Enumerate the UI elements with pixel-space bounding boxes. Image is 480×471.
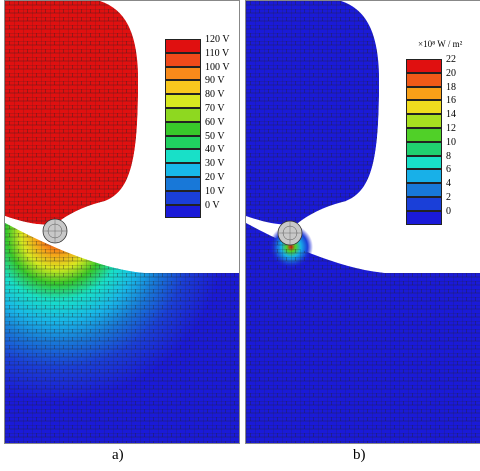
- legend-a-tick-label: 80 V: [205, 89, 225, 101]
- legend-b-swatch: [406, 197, 442, 211]
- legend-b-swatch: [406, 72, 442, 87]
- legend-b-swatch: [406, 128, 442, 142]
- legend-a-tick-label: 30 V: [205, 158, 225, 170]
- legend-a-swatch: [165, 94, 201, 108]
- legend-a-tick-label: 70 V: [205, 103, 225, 114]
- legend-b-swatch: [406, 59, 442, 73]
- legend-b-swatch: [406, 141, 442, 156]
- legend-a-swatch: [165, 66, 201, 81]
- legend-b-swatch: [406, 169, 442, 184]
- legend-b-tick-label: 20: [446, 67, 456, 79]
- legend-b-swatch: [406, 114, 442, 128]
- legend-b-swatch: [406, 155, 442, 170]
- legend-a-tick-label: 20 V: [205, 172, 225, 183]
- legend-b-tick-label: 10: [446, 136, 456, 148]
- legend-a-tick-label: 60 V: [205, 116, 225, 128]
- legend-b-tick-label: 14: [446, 109, 456, 121]
- caption-a: a): [112, 447, 124, 463]
- legend-a-swatch: [165, 135, 201, 150]
- legend-b-tick-label: 2: [446, 192, 451, 203]
- legend-a-swatch: [165, 121, 201, 136]
- legend-b-swatch: [406, 86, 442, 101]
- legend-a-swatch: [165, 149, 201, 164]
- legend-a-swatch: [165, 163, 201, 177]
- legend-a-tick-label: 90 V: [205, 75, 225, 87]
- legend-a-swatch: [165, 190, 201, 205]
- legend-a-tick-label: 110 V: [205, 47, 230, 59]
- legend-b-tick-label: 6: [446, 164, 451, 176]
- legend-a-swatch: [165, 39, 201, 53]
- panel-a-mesh-plot: [5, 1, 239, 443]
- legend-a-tick-label: 40 V: [205, 144, 225, 156]
- legend-b-swatch: [406, 183, 442, 197]
- panel-b-power-density: ×10⁸ W / m² 22 20 18 16 14 12 10 8 6 4 2 0: [245, 0, 480, 444]
- legend-a-tick-label: 10 V: [205, 185, 225, 197]
- legend-a-tick-label: 100 V: [205, 61, 230, 73]
- legend-b-swatch: [406, 210, 442, 225]
- legend-a-tick-label: 120 V: [205, 34, 230, 45]
- legend-b-tick-label: 18: [446, 81, 456, 93]
- legend-b-tick-label: 16: [446, 95, 456, 107]
- legend-a-swatch: [165, 204, 201, 219]
- legend-b-tick-label: 8: [446, 150, 451, 162]
- legend-a-tick-label: 50 V: [205, 130, 225, 142]
- panel-a-voltage: 120 V 110 V 100 V 90 V 80 V 70 V 60 V 50 V 40 V 3…: [4, 0, 240, 444]
- legend-a-swatch: [165, 80, 201, 95]
- legend-a-swatch: [165, 108, 201, 122]
- legend-a-swatch: [165, 177, 201, 191]
- legend-a-tick-label: 0 V: [205, 199, 220, 211]
- legend-b-unit: ×10⁸ W / m²: [418, 39, 463, 49]
- legend-b-tick-label: 12: [446, 123, 456, 134]
- legend-b-tick-label: 4: [446, 178, 451, 190]
- panel-b-mesh-plot: [246, 1, 480, 443]
- legend-b-tick-label: 0: [446, 205, 451, 217]
- caption-b: b): [353, 447, 366, 463]
- legend-a-swatch: [165, 52, 201, 67]
- legend-b-tick-label: 22: [446, 54, 456, 65]
- legend-b-swatch: [406, 100, 442, 115]
